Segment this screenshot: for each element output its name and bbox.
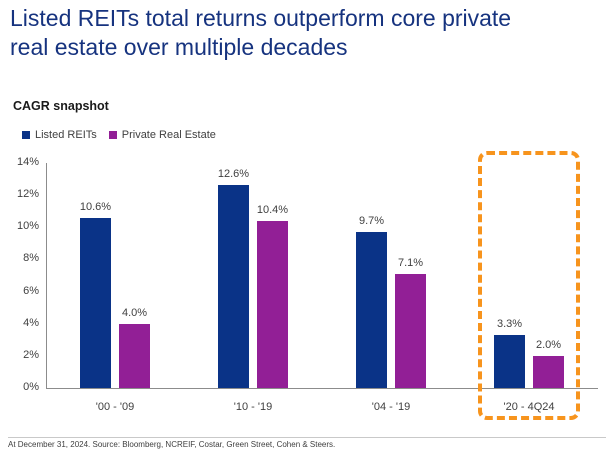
bar-value-label: 12.6% [217, 168, 250, 180]
legend: Listed REITs Private Real Estate [22, 129, 216, 141]
bar-listed-reits [218, 185, 249, 388]
legend-label-listed-reits: Listed REITs [35, 129, 97, 141]
x-axis-category-label: '04 - '19 [371, 401, 411, 413]
source-note: At December 31, 2024. Source: Bloomberg,… [8, 440, 336, 449]
bar-listed-reits [356, 232, 387, 388]
bar-value-label: 3.3% [496, 318, 523, 330]
bar-private-real-estate [119, 324, 150, 388]
bar-private-real-estate [533, 356, 564, 388]
legend-item-private-real-estate: Private Real Estate [108, 129, 216, 141]
bar-value-label: 4.0% [121, 307, 148, 319]
bar-value-label: 10.4% [256, 204, 289, 216]
x-axis-category-label: '20 - 4Q24 [503, 401, 555, 413]
y-axis-tick-label: 2% [23, 348, 39, 361]
x-axis-category-label: '00 - '09 [95, 401, 135, 413]
y-axis [46, 163, 47, 388]
legend-item-listed-reits: Listed REITs [22, 129, 97, 141]
bar-listed-reits [494, 335, 525, 388]
x-axis [46, 388, 598, 389]
legend-swatch-private-real-estate [108, 131, 117, 139]
x-axis-category-label: '10 - '19 [233, 401, 273, 413]
y-axis-tick-label: 14% [16, 156, 39, 168]
page-title: Listed REITs total returns outperform co… [10, 4, 511, 62]
bar-private-real-estate [257, 221, 288, 388]
y-axis-tick-label: 0% [23, 381, 39, 393]
footer-divider [8, 437, 606, 438]
legend-label-private-real-estate: Private Real Estate [121, 129, 216, 141]
y-axis-tick-label: 12% [16, 188, 39, 201]
chart-title: CAGR snapshot [13, 99, 109, 113]
highlight-box [478, 151, 580, 420]
bar-private-real-estate [395, 274, 426, 388]
legend-swatch-listed-reits [22, 131, 30, 139]
y-axis-tick-label: 8% [23, 252, 39, 265]
page-title-line2: real estate over multiple decades [10, 33, 348, 60]
bar-value-label: 2.0% [535, 339, 562, 351]
bar-value-label: 7.1% [397, 257, 424, 269]
page-title-line1: Listed REITs total returns outperform co… [10, 5, 512, 31]
bar-value-label: 9.7% [358, 215, 385, 227]
y-axis-tick-label: 10% [16, 220, 39, 233]
y-axis-tick-label: 4% [23, 316, 39, 329]
bar-listed-reits [80, 218, 111, 388]
y-axis-tick-label: 6% [23, 284, 39, 297]
bar-value-label: 10.6% [79, 201, 112, 213]
